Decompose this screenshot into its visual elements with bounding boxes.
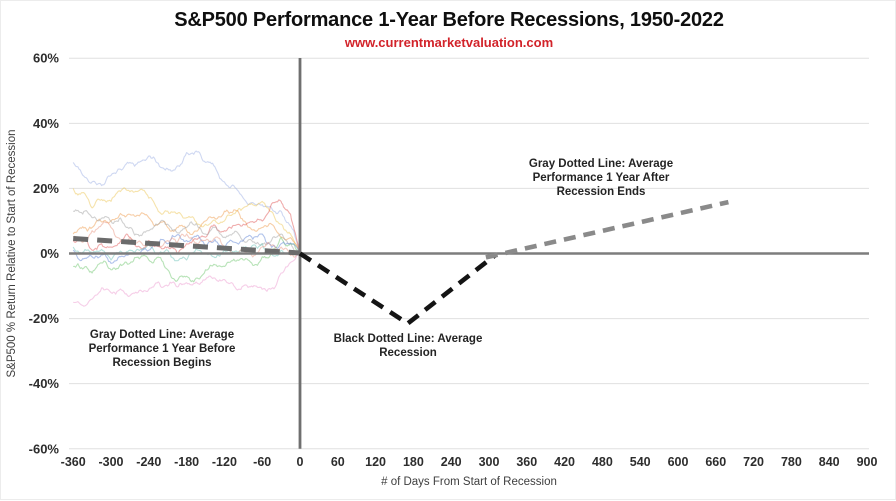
x-tick-label: 0: [297, 455, 304, 469]
x-tick-label: -300: [98, 455, 123, 469]
recession-path-10: [72, 221, 301, 258]
annotation-avg-before: Gray Dotted Line: Average Performance 1 …: [88, 329, 236, 369]
x-tick-label: -180: [174, 455, 199, 469]
recession-path-6: [73, 236, 301, 283]
recession-path-8: [72, 233, 301, 264]
recession-path-9: [73, 253, 301, 307]
x-tick-label: 480: [592, 455, 613, 469]
x-tick-label: -60: [253, 455, 271, 469]
avg-recession-line: [298, 251, 497, 326]
x-tick-label: -360: [61, 455, 86, 469]
x-tick-label: 420: [554, 455, 575, 469]
x-tick-label: 60: [331, 455, 345, 469]
y-tick-label: 60%: [33, 51, 59, 66]
chart-title: S&P500 Performance 1-Year Before Recessi…: [174, 9, 724, 31]
x-axis-title: # of Days From Start of Recession: [381, 476, 557, 488]
recession-path-2: [72, 187, 301, 254]
recession-path-1: [72, 150, 301, 254]
x-tick-label: 240: [441, 455, 462, 469]
y-tick-label: -60%: [29, 441, 60, 456]
y-tick-label: -40%: [29, 376, 60, 391]
x-tick-label: -120: [212, 455, 237, 469]
x-tick-label: 600: [668, 455, 689, 469]
x-tick-label: 720: [743, 455, 764, 469]
avg-before-line: [73, 236, 301, 256]
y-tick-label: -20%: [29, 311, 60, 326]
x-tick-label: 300: [479, 455, 500, 469]
x-tick-label: 900: [857, 455, 878, 469]
annotation-avg-after: Gray Dotted Line: Average Performance 1 …: [528, 158, 674, 198]
y-tick-label: 40%: [33, 116, 59, 131]
x-tick-label: 360: [516, 455, 537, 469]
annotation-avg-recession: Black Dotted Line: Average Recession: [333, 333, 483, 359]
avg-after-line: [485, 199, 729, 260]
y-tick-label: 0%: [40, 246, 59, 261]
x-tick-label: 540: [630, 455, 651, 469]
x-tick-label: 780: [781, 455, 802, 469]
recession-path-4: [72, 199, 301, 255]
chart-subtitle-url: www.currentmarketvaluation.com: [344, 35, 554, 50]
recession-path-7: [72, 243, 301, 262]
x-tick-label: 660: [705, 455, 726, 469]
x-tick-label: 840: [819, 455, 840, 469]
y-tick-label: 20%: [33, 181, 59, 196]
x-tick-label: 180: [403, 455, 424, 469]
x-tick-label: -240: [136, 455, 161, 469]
y-axis-title: S&P500 % Return Relative to Start of Rec…: [6, 129, 18, 377]
x-tick-label: 120: [365, 455, 386, 469]
